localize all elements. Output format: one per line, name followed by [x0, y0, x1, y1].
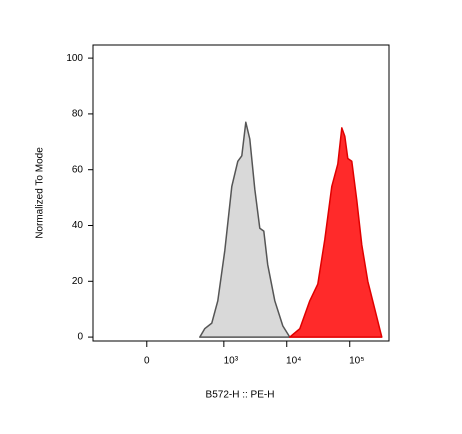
y-tick-label: 100	[66, 53, 83, 64]
x-tick-label: 10⁵	[349, 356, 364, 367]
histogram-area	[199, 121, 291, 338]
y-tick-label: 0	[77, 332, 83, 343]
plot-frame	[92, 44, 390, 342]
y-tick-label: 40	[72, 220, 84, 231]
x-tick-label: 10³	[224, 356, 239, 367]
x-tick-label: 10⁴	[286, 356, 301, 367]
y-tick-label: 80	[72, 109, 84, 120]
histogram-area	[289, 127, 383, 338]
x-axis-label: B572-H :: PE-H	[206, 390, 275, 401]
y-tick-label: 60	[72, 164, 84, 175]
y-axis-label: Normalized To Mode	[35, 147, 46, 239]
x-tick-label: 0	[144, 356, 150, 367]
y-tick-label: 20	[72, 276, 84, 287]
